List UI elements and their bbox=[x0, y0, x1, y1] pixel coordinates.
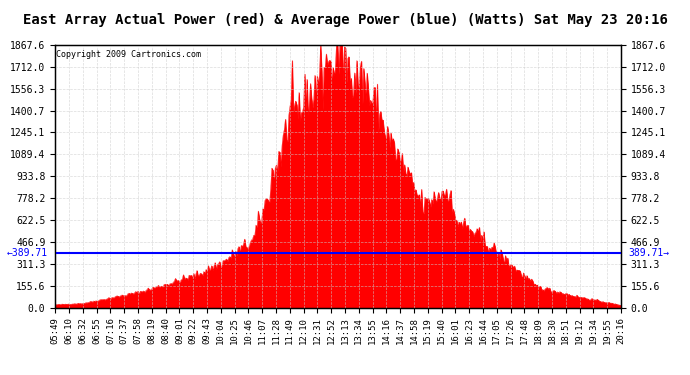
Text: 389.71→: 389.71→ bbox=[628, 248, 669, 258]
Text: ←389.71: ←389.71 bbox=[7, 248, 48, 258]
Text: East Array Actual Power (red) & Average Power (blue) (Watts) Sat May 23 20:16: East Array Actual Power (red) & Average … bbox=[23, 13, 667, 27]
Text: Copyright 2009 Cartronics.com: Copyright 2009 Cartronics.com bbox=[57, 50, 201, 59]
